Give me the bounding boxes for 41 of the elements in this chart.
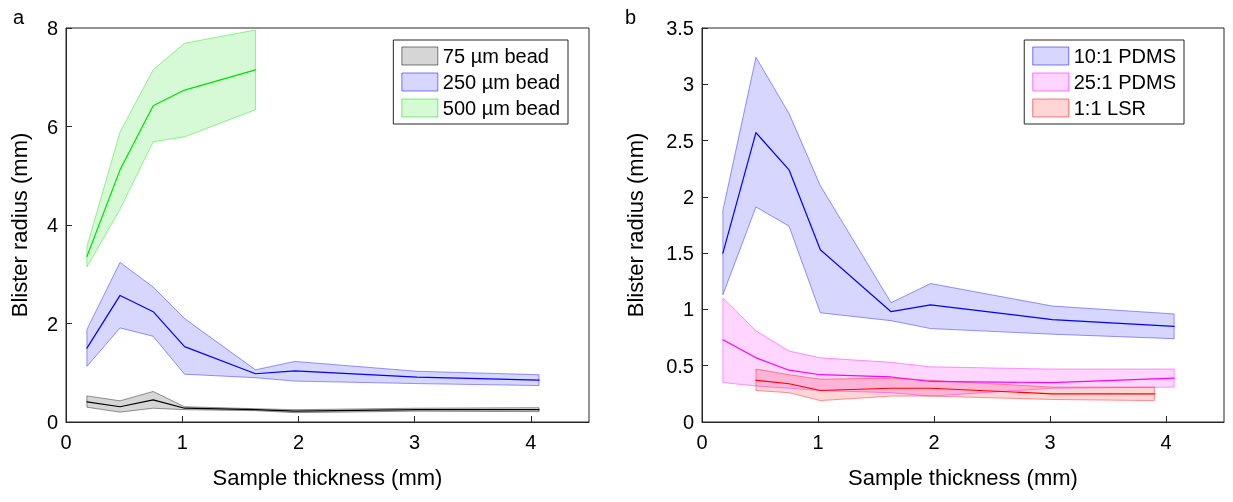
x-tick-label: 3 [409, 431, 421, 453]
y-tick-label: 2 [682, 185, 694, 208]
y-axis-title: Blister radius (mm) [622, 132, 648, 318]
legend-label: 25:1 PDMS [1073, 71, 1176, 93]
legend-label: 500 µm bead [442, 97, 561, 119]
chart-title: a [13, 6, 25, 28]
x-tick-label: 4 [525, 431, 537, 453]
chart-title: b [625, 6, 637, 28]
x-tick-label: 0 [696, 431, 708, 453]
y-tick-label: 6 [46, 115, 58, 138]
x-tick-label: 4 [1160, 431, 1172, 453]
line-series [86, 69, 257, 258]
line-series [722, 132, 1175, 327]
y-axis-title: Blister radius (mm) [6, 132, 32, 318]
x-tick-label: 0 [60, 431, 72, 453]
line-series [86, 399, 540, 412]
x-tick-label: 2 [292, 431, 305, 453]
x-axis-title: Sample thickness (mm) [212, 464, 443, 490]
x-tick-label: 1 [812, 431, 824, 453]
legend-label: 10:1 PDMS [1073, 45, 1176, 67]
y-tick-label: 3 [682, 73, 694, 96]
y-tick-label: 2.5 [666, 129, 694, 152]
line-series [86, 294, 540, 381]
line-series [755, 379, 1155, 395]
y-tick-label: 4 [46, 214, 58, 236]
y-tick-label: 0 [46, 411, 58, 433]
x-tick-label: 2 [928, 431, 940, 453]
line-series [722, 339, 1175, 384]
y-tick-label: 8 [46, 17, 58, 39]
x-tick-label: 3 [1044, 431, 1056, 453]
y-tick-label: 1.5 [666, 242, 694, 265]
legend-label: 75 µm bead [442, 45, 549, 67]
legend-label: 1:1 LSR [1073, 97, 1146, 119]
y-tick-label: 0 [682, 411, 694, 433]
x-axis-title: Sample thickness (mm) [848, 464, 1078, 490]
y-tick-label: 1 [682, 298, 694, 321]
y-tick-label: 2 [46, 312, 58, 335]
legend-label: 250 µm bead [442, 71, 561, 93]
x-tick-label: 1 [176, 431, 188, 453]
y-tick-label: 3.5 [666, 17, 694, 39]
y-tick-label: 0.5 [666, 354, 694, 377]
